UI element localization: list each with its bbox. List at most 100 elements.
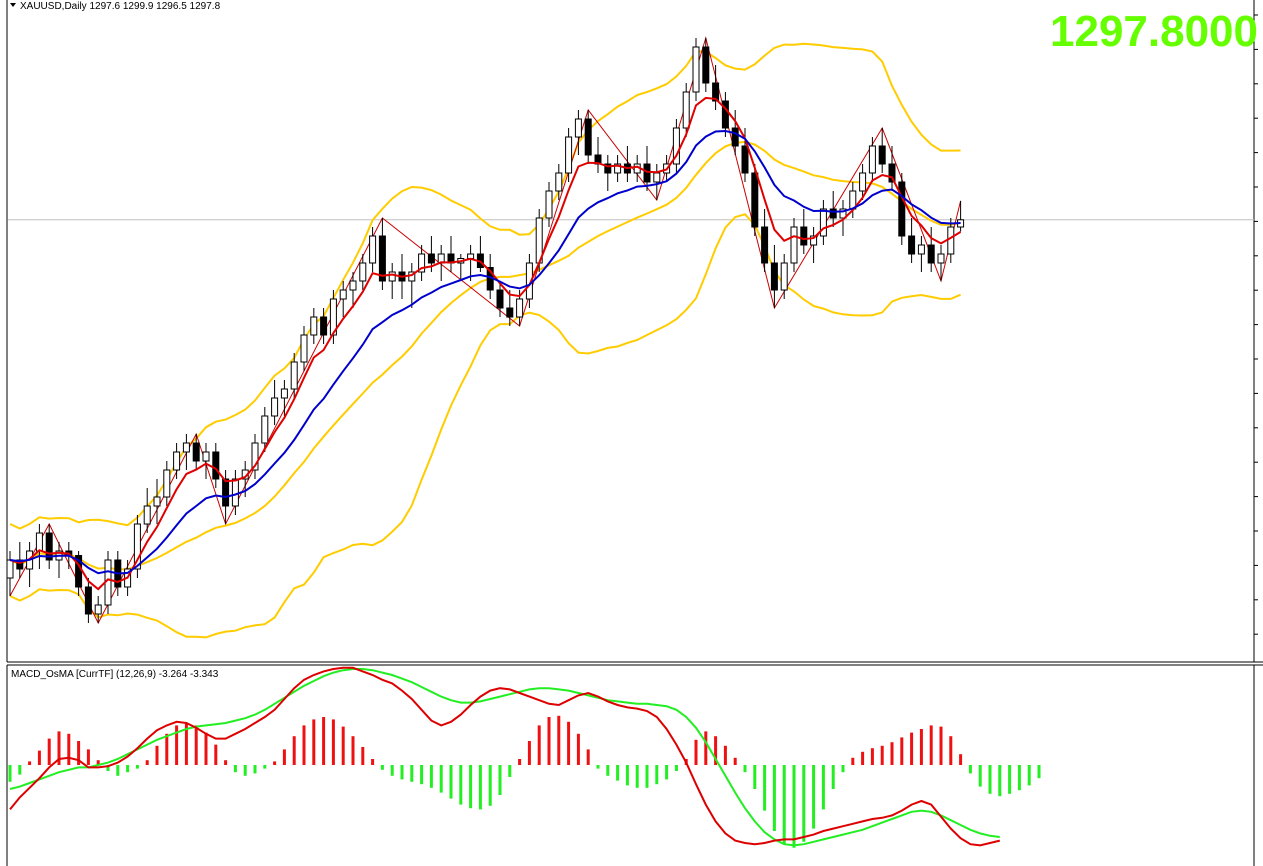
candle bbox=[800, 209, 808, 254]
candle-body bbox=[182, 442, 190, 453]
candle bbox=[761, 209, 769, 272]
candle-body bbox=[378, 235, 386, 282]
candle-body bbox=[545, 190, 553, 219]
candle-body bbox=[261, 415, 269, 444]
candle-body bbox=[6, 559, 14, 579]
candle-body bbox=[584, 118, 592, 156]
candle-body bbox=[212, 451, 220, 480]
candle bbox=[819, 200, 827, 245]
candle-body bbox=[927, 244, 935, 264]
macd-lines bbox=[9, 666, 1001, 847]
symbol-menu-triangle-icon[interactable] bbox=[10, 3, 16, 7]
candle bbox=[290, 353, 298, 398]
candle-body bbox=[721, 100, 729, 129]
candle bbox=[173, 443, 181, 479]
candle bbox=[908, 218, 916, 263]
candle bbox=[388, 263, 396, 299]
candles bbox=[6, 38, 965, 623]
candle bbox=[182, 434, 190, 470]
symbol-info-line: XAUUSD,Daily 1297.6 1299.9 1296.5 1297.8 bbox=[20, 1, 221, 12]
candle bbox=[829, 191, 837, 227]
candle bbox=[682, 83, 690, 137]
candle bbox=[26, 542, 34, 587]
moving-averages bbox=[9, 96, 962, 591]
current-price-display: 1297.8000 bbox=[1050, 7, 1258, 56]
candle bbox=[692, 38, 700, 101]
candle-body bbox=[427, 253, 435, 264]
candle bbox=[702, 38, 710, 92]
candle-body bbox=[888, 163, 896, 183]
candle-body bbox=[859, 172, 867, 192]
candle bbox=[604, 155, 612, 191]
candle bbox=[94, 596, 102, 623]
candle bbox=[6, 551, 14, 596]
main-panel[interactable]: XAUUSD,Daily 1297.6 1299.9 1296.5 1297.8… bbox=[6, 0, 1263, 663]
candle-body bbox=[163, 469, 171, 498]
signal-line bbox=[9, 668, 1000, 847]
candle-body bbox=[320, 316, 328, 336]
candle bbox=[770, 245, 778, 308]
candle bbox=[447, 236, 455, 272]
candle bbox=[927, 227, 935, 272]
candle bbox=[84, 578, 92, 623]
candle bbox=[898, 173, 906, 245]
candle-body bbox=[917, 244, 925, 255]
candle bbox=[937, 245, 945, 281]
candle-body bbox=[653, 172, 661, 183]
candle bbox=[349, 272, 357, 308]
candle-body bbox=[780, 262, 788, 291]
candle bbox=[75, 551, 83, 596]
candle-body bbox=[153, 496, 161, 507]
candle bbox=[261, 407, 269, 452]
candle-body bbox=[643, 163, 651, 183]
candle bbox=[868, 137, 876, 182]
candle-body bbox=[16, 559, 24, 570]
bollinger-upper-line bbox=[9, 42, 961, 530]
zigzag-indicator bbox=[9, 36, 962, 625]
candle-body bbox=[290, 361, 298, 390]
candle bbox=[359, 254, 367, 290]
macd-line bbox=[9, 666, 1001, 847]
candle bbox=[751, 164, 759, 236]
candle bbox=[133, 515, 141, 578]
candle bbox=[839, 200, 847, 236]
candle bbox=[369, 227, 377, 272]
candle bbox=[672, 119, 680, 173]
candle bbox=[555, 164, 563, 200]
candle bbox=[16, 542, 24, 578]
candle-body bbox=[280, 388, 288, 399]
candle-body bbox=[84, 586, 92, 615]
candle bbox=[310, 308, 318, 344]
indicator-title: MACD_OsMA [CurrTF] (12,26,9) -3.264 -3.3… bbox=[11, 669, 219, 680]
candle bbox=[957, 200, 965, 232]
indicator-panel[interactable]: MACD_OsMA [CurrTF] (12,26,9) -3.264 -3.3… bbox=[6, 664, 1263, 866]
candle-body bbox=[359, 262, 367, 282]
candle bbox=[506, 290, 514, 326]
candle-body bbox=[173, 451, 181, 471]
candle-body bbox=[937, 253, 945, 264]
candle-body bbox=[339, 289, 347, 300]
candle bbox=[280, 380, 288, 416]
candle bbox=[476, 236, 484, 272]
candle bbox=[614, 155, 622, 182]
candle bbox=[300, 326, 308, 371]
candle bbox=[594, 137, 602, 173]
candle-body bbox=[574, 118, 582, 138]
candle-body bbox=[94, 604, 102, 615]
candle-body bbox=[672, 127, 680, 165]
candle bbox=[643, 146, 651, 191]
candle-body bbox=[369, 235, 377, 264]
candle-body bbox=[506, 307, 514, 318]
candle-body bbox=[868, 145, 876, 174]
candle-body bbox=[878, 145, 886, 165]
bollinger-middle-line bbox=[9, 140, 961, 571]
candle-body bbox=[908, 235, 916, 255]
candle bbox=[584, 110, 592, 164]
candle bbox=[545, 182, 553, 227]
candle bbox=[153, 479, 161, 524]
candle-body bbox=[682, 91, 690, 129]
candle-body bbox=[143, 505, 151, 525]
candle-body bbox=[829, 208, 837, 219]
zigzag-line bbox=[9, 36, 962, 625]
